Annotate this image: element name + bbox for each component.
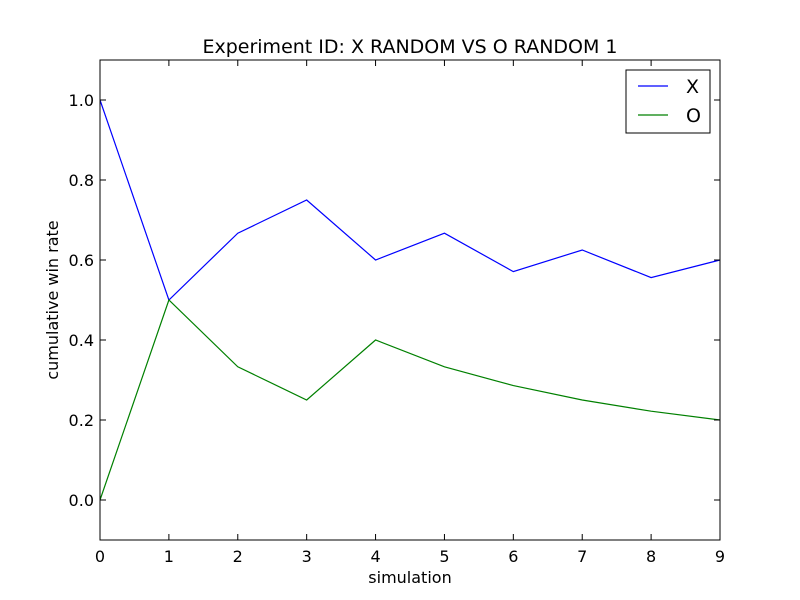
x-tick-label: 8 (646, 547, 656, 566)
x-tick-label: 1 (164, 547, 174, 566)
x-tick-label: 4 (370, 547, 380, 566)
x-tick-label: 2 (233, 547, 243, 566)
ticks-layer: 0 1 2 3 4 5 6 7 8 9 0.0 0.2 0.4 0.6 0.8 1.0 (69, 60, 725, 566)
legend-label-x: X (686, 76, 699, 98)
x-tick-label: 3 (302, 547, 312, 566)
x-tick-label: 6 (508, 547, 518, 566)
y-tick-label: 0.4 (69, 331, 94, 350)
y-tick-label: 0.2 (69, 411, 94, 430)
legend: X O (625, 69, 711, 134)
y-tick-label: 0.0 (69, 491, 94, 510)
plot-area: 0 1 2 3 4 5 6 7 8 9 0.0 0.2 0.4 0.6 0.8 1.0 (69, 59, 725, 566)
series-layer (99, 99, 721, 501)
y-tick-label: 0.8 (69, 171, 94, 190)
legend-box (625, 69, 711, 134)
legend-label-o: O (686, 105, 701, 127)
y-tick-label: 0.6 (69, 251, 94, 270)
y-axis-label: cumulative win rate (43, 220, 62, 379)
x-tick-label: 9 (715, 547, 725, 566)
series-line-x (99, 99, 721, 302)
x-axis-label: simulation (368, 568, 451, 587)
plot-frame (99, 59, 721, 541)
x-tick-label: 7 (577, 547, 587, 566)
x-tick-label: 5 (439, 547, 449, 566)
series-line-o (99, 298, 721, 501)
chart-title: Experiment ID: X RANDOM VS O RANDOM 1 (202, 36, 617, 58)
x-tick-label: 0 (95, 547, 105, 566)
y-tick-label: 1.0 (69, 91, 94, 110)
